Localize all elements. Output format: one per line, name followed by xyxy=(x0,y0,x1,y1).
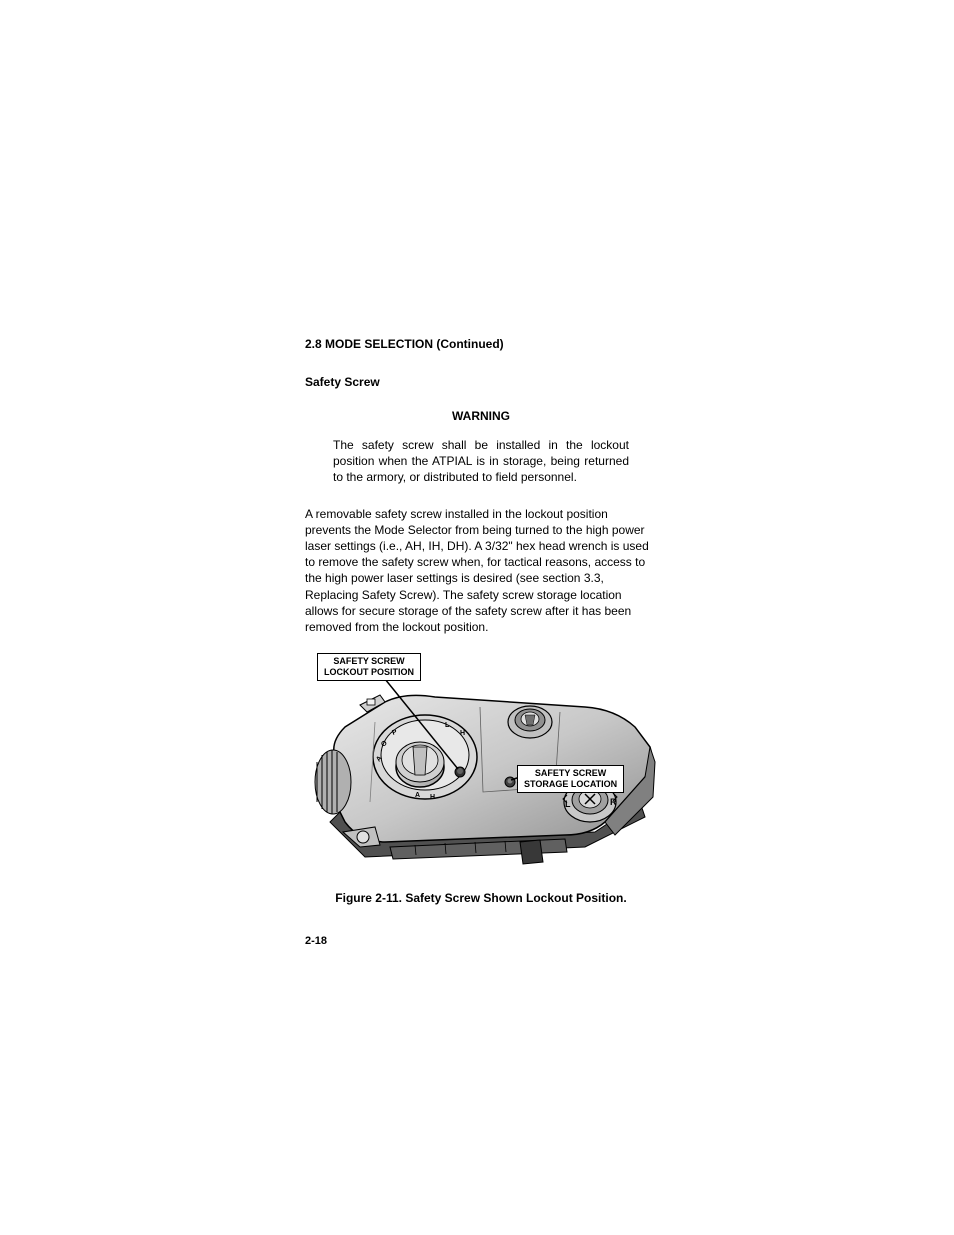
svg-text:H: H xyxy=(430,794,435,801)
section-heading: 2.8 MODE SELECTION (Continued) xyxy=(305,337,657,351)
figure-caption: Figure 2-11. Safety Screw Shown Lockout … xyxy=(305,891,657,905)
warning-text: The safety screw shall be installed in t… xyxy=(333,437,629,486)
callout-line: STORAGE LOCATION xyxy=(524,779,617,789)
page-content: 2.8 MODE SELECTION (Continued) Safety Sc… xyxy=(305,337,657,947)
svg-text:L: L xyxy=(445,722,450,729)
warning-label: WARNING xyxy=(305,409,657,423)
callout-line: SAFETY SCREW xyxy=(333,656,404,666)
callout-line: SAFETY SCREW xyxy=(535,768,606,778)
svg-text:H: H xyxy=(460,730,465,737)
device-illustration: P O A L H A H L xyxy=(305,647,657,877)
callout-lockout-position: SAFETY SCREW LOCKOUT POSITION xyxy=(317,653,421,681)
callout-line: LOCKOUT POSITION xyxy=(324,667,414,677)
svg-text:A: A xyxy=(415,792,420,799)
subheading: Safety Screw xyxy=(305,375,657,389)
callout-storage-location: SAFETY SCREW STORAGE LOCATION xyxy=(517,765,624,793)
svg-text:L: L xyxy=(565,799,571,809)
figure-container: P O A L H A H L xyxy=(305,647,657,877)
body-paragraph: A removable safety screw installed in th… xyxy=(305,506,657,636)
page-number: 2-18 xyxy=(305,935,657,947)
